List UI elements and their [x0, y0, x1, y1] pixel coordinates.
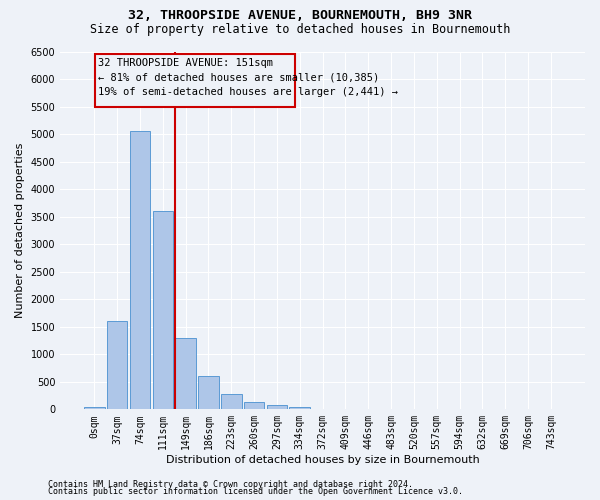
Text: Size of property relative to detached houses in Bournemouth: Size of property relative to detached ho… [90, 22, 510, 36]
Bar [266, 405, 287, 409]
Y-axis label: Number of detached properties: Number of detached properties [15, 142, 25, 318]
Bar [84, 406, 104, 410]
Text: Contains public sector information licensed under the Open Government Licence v3: Contains public sector information licen… [48, 487, 463, 496]
FancyBboxPatch shape [95, 54, 295, 106]
Text: 19% of semi-detached houses are larger (2,441) →: 19% of semi-detached houses are larger (… [98, 86, 398, 97]
Text: 32, THROOPSIDE AVENUE, BOURNEMOUTH, BH9 3NR: 32, THROOPSIDE AVENUE, BOURNEMOUTH, BH9 … [128, 9, 472, 22]
Bar [130, 132, 150, 409]
Bar [221, 394, 242, 409]
Text: Contains HM Land Registry data © Crown copyright and database right 2024.: Contains HM Land Registry data © Crown c… [48, 480, 413, 489]
Bar [107, 322, 127, 410]
Bar [152, 211, 173, 410]
Bar [244, 402, 265, 409]
Text: ← 81% of detached houses are smaller (10,385): ← 81% of detached houses are smaller (10… [98, 72, 379, 83]
Bar [198, 376, 219, 410]
Bar [289, 406, 310, 410]
X-axis label: Distribution of detached houses by size in Bournemouth: Distribution of detached houses by size … [166, 455, 479, 465]
Bar [175, 338, 196, 409]
Text: 32 THROOPSIDE AVENUE: 151sqm: 32 THROOPSIDE AVENUE: 151sqm [98, 58, 273, 68]
